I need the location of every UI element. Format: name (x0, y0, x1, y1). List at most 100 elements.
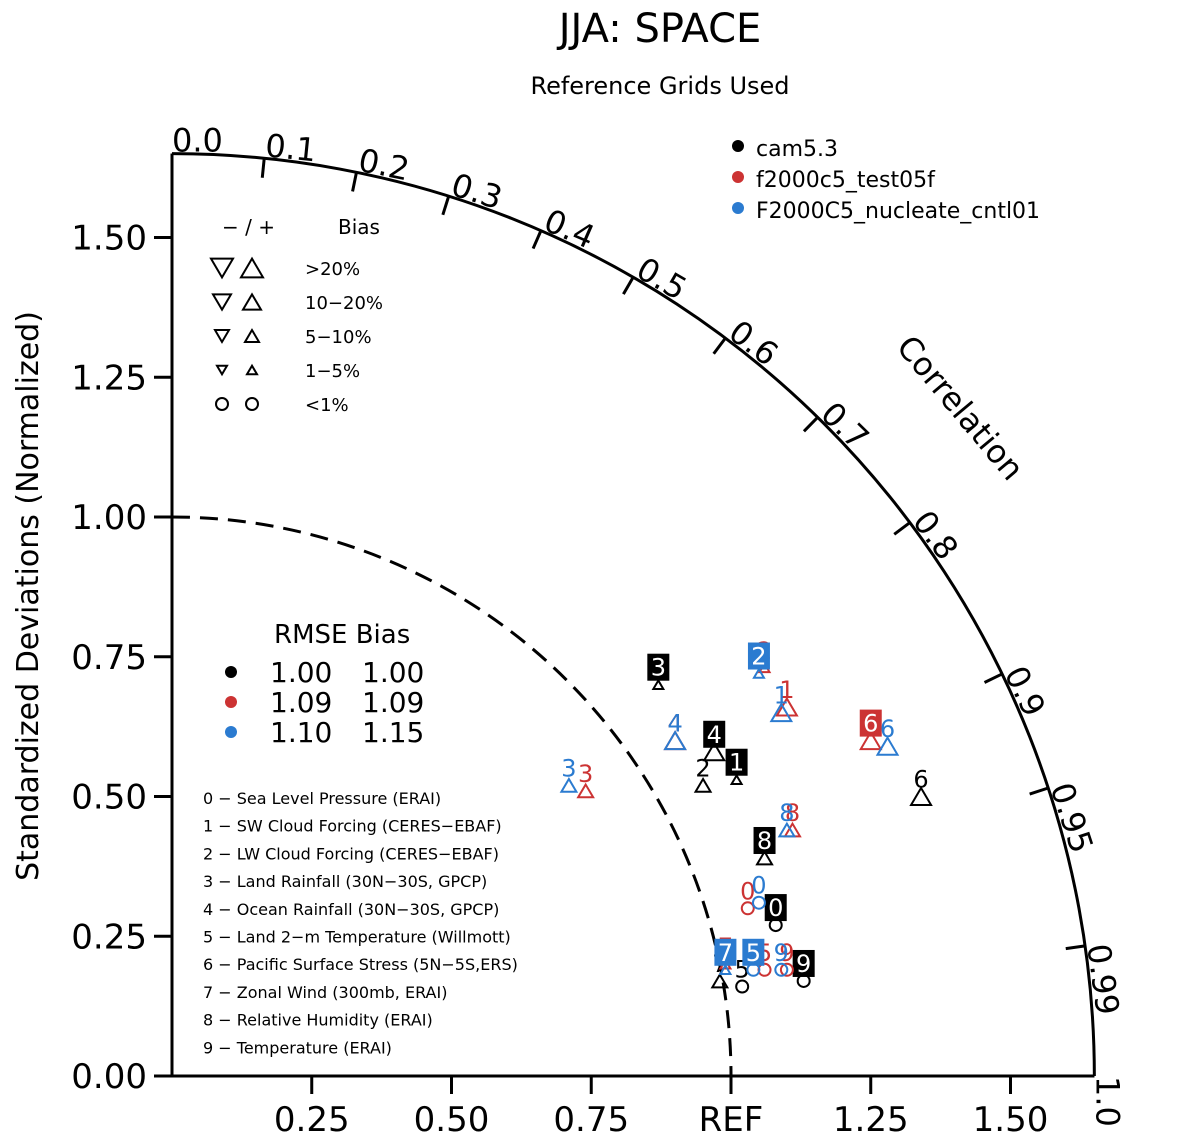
point-label: 4 (707, 721, 722, 749)
point-label-box (647, 653, 670, 681)
rmse-legend-header: RMSE Bias (274, 620, 410, 650)
bias-legend-label: 10−20% (305, 293, 383, 314)
bias-legend-triangle-up (239, 256, 265, 279)
correlation-tick-label: 0.5 (630, 250, 693, 308)
bias-legend-triangle-down (213, 329, 231, 344)
data-point: 4 (663, 710, 687, 751)
bias-legend-title: Bias (338, 215, 380, 239)
x-tick-label: 1.25 (833, 1100, 909, 1135)
rmse-legend-value: 1.09 (270, 686, 332, 719)
correlation-tick-label: 0.8 (905, 503, 966, 567)
y-tick-label: 0.25 (71, 917, 147, 957)
point-marker-triangle (777, 821, 797, 838)
point-label: 4 (667, 710, 682, 738)
legend-case-dot (732, 202, 744, 214)
point-marker-circle (740, 901, 755, 916)
data-point: 7 (714, 938, 737, 976)
y-tick-label: 1.50 (71, 219, 147, 259)
correlation-tick-mark (1029, 786, 1049, 796)
point-marker-triangle (702, 741, 726, 762)
y-tick-label: 0.75 (71, 638, 147, 678)
correlation-tick-label: 0.9 (997, 660, 1053, 722)
data-points: 012345678901234567890123456789 (559, 637, 933, 994)
bias-legend-label: >20% (305, 259, 360, 280)
variable-label: 1 − SW Cloud Forcing (CERES−EBAF) (203, 817, 502, 836)
point-marker-triangle (859, 730, 883, 751)
data-point: 0 (740, 877, 755, 916)
bias-legend-triangle-up (245, 363, 259, 376)
data-point: 2 (693, 754, 713, 793)
data-point: 3 (576, 760, 595, 799)
legend-case-label: F2000C5_nucleate_cntl01 (756, 199, 1040, 224)
point-marker-triangle (693, 776, 713, 793)
point-marker-circle (774, 962, 789, 977)
point-marker-circle (735, 979, 750, 994)
rmse-legend-value: 1.10 (270, 716, 332, 749)
legend-case-label: f2000c5_test05f (756, 168, 936, 193)
point-label-box (747, 642, 770, 670)
rmse-legend-dot (225, 726, 237, 738)
correlation-tick-mark (351, 171, 358, 192)
data-point: 9 (779, 939, 795, 977)
bias-legend-label: 1−5% (305, 361, 360, 382)
legend-cases: cam5.3 f2000c5_test05f F2000C5_nucleate_cn… (732, 137, 1040, 224)
correlation-tick-mark (893, 521, 911, 536)
point-marker-circle (779, 962, 794, 977)
data-point: 8 (777, 799, 797, 838)
variable-label: 7 − Zonal Wind (300mb, ERAI) (203, 983, 447, 1002)
data-point: 0 (751, 872, 767, 910)
point-marker-triangle (651, 678, 666, 690)
bias-legend-triangle-up (241, 292, 263, 311)
legend-case-dot (732, 140, 744, 152)
variable-label: 6 − Pacific Surface Stress (5N−5S,ERS) (203, 955, 518, 974)
point-label: 2 (695, 754, 710, 782)
correlation-tick-mark (802, 416, 819, 433)
point-marker-triangle (559, 776, 579, 793)
variable-label: 9 − Temperature (ERAI) (203, 1038, 392, 1057)
correlation-tick-mark (1065, 944, 1086, 951)
data-point: 9 (792, 949, 815, 988)
data-point: 8 (753, 826, 776, 866)
point-marker-triangle (755, 849, 774, 866)
bias-legend-label: 5−10% (305, 327, 372, 348)
point-label: 1 (729, 749, 744, 777)
point-label: 3 (578, 760, 593, 788)
data-point: 1 (725, 748, 748, 785)
bias-legend-header: − / + (222, 215, 275, 239)
bias-legend-circle (215, 397, 229, 411)
bias-legend-value: 1.00 (362, 656, 424, 689)
point-label: 4 (667, 710, 682, 738)
correlation-tick-mark (622, 276, 635, 295)
legend-bias: − / + Bias >20% 10−20% 5−10% 1−5% <1% (209, 215, 383, 416)
data-point: 2 (747, 642, 770, 679)
point-label: 2 (751, 643, 766, 671)
data-point: 9 (774, 939, 789, 977)
rmse-legend-dot (225, 696, 237, 708)
correlation-tick-label: 0.1 (264, 126, 318, 169)
correlation-tick-label: 0.4 (539, 201, 601, 256)
correlation-tick-label: 0.95 (1043, 778, 1101, 858)
variable-legend: 0 − Sea Level Pressure (ERAI) 1 − SW Clou… (203, 789, 518, 1057)
point-label: 8 (779, 799, 794, 827)
point-label: 3 (651, 654, 666, 682)
x-tick-label: 0.75 (553, 1100, 629, 1135)
point-marker-triangle (875, 735, 900, 756)
point-label-box (792, 949, 815, 977)
point-marker-triangle (663, 730, 687, 751)
point-label-box (742, 938, 765, 966)
point-label: 7 (718, 939, 733, 967)
point-label-box (753, 826, 776, 854)
point-label: 9 (774, 939, 789, 967)
y-tick-label: 0.00 (71, 1057, 147, 1097)
bias-legend-value: 1.09 (362, 686, 424, 719)
point-label: 0 (751, 872, 766, 900)
point-marker-triangle (752, 667, 766, 679)
data-point: 3 (559, 754, 579, 793)
correlation-tick-mark (260, 158, 266, 178)
variable-label: 5 − Land 2−m Temperature (Willmott) (203, 928, 511, 947)
bias-legend-triangle-down (211, 293, 233, 312)
rmse-legend-dot (225, 666, 237, 678)
x-tick-label: 0.50 (414, 1100, 490, 1135)
point-label: 5 (746, 939, 761, 967)
